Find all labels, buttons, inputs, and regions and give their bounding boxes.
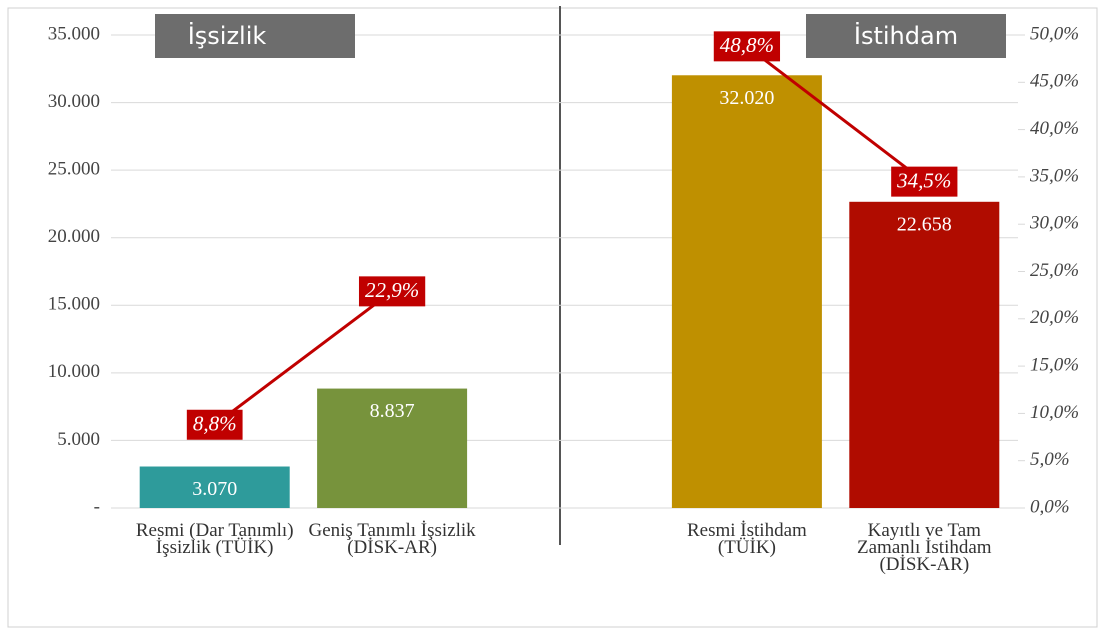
x-tick-label: Resmi (Dar Tanımlı) İşsizlik (TÜİK)	[135, 520, 294, 558]
bar-value-label: 22.658	[897, 213, 952, 235]
line-label-group: 48,8%	[713, 31, 781, 62]
y-tick-label: 10.000	[48, 361, 100, 382]
group-header-box	[806, 14, 1006, 58]
y-tick-label: 30.000	[48, 91, 100, 112]
y2-tick-label: 45,0%	[1030, 71, 1079, 92]
line-label-box	[891, 166, 958, 197]
line-label-box	[186, 409, 243, 440]
bar-value-label: 8.837	[370, 400, 415, 422]
bar	[849, 201, 1000, 508]
y-tick-label: 35.000	[48, 23, 100, 44]
y-tick-label: 15.000	[48, 294, 100, 315]
group-header: İşsizlik	[188, 21, 267, 50]
bar	[317, 388, 468, 508]
y2-tick-label: 10,0%	[1030, 402, 1079, 423]
y2-tick-label: 0,0%	[1030, 496, 1070, 517]
y-tick-label: -	[94, 496, 100, 517]
line-value-label: 8,8%	[193, 412, 237, 436]
y2-tick-label: 30,0%	[1029, 213, 1079, 234]
chart-border	[7, 7, 1098, 628]
y2-tick-label: 50,0%	[1030, 23, 1079, 44]
x-tick-label: Kayıtlı ve Tam Zamanlı İstihdam (DİSK-AR…	[857, 520, 992, 575]
bar-value-label: 3.070	[192, 478, 237, 500]
line-label-group: 22,9%	[358, 276, 426, 307]
line-label-group: 8,8%	[186, 409, 243, 440]
bar-value-label: 32.020	[719, 87, 774, 109]
bar	[671, 75, 822, 508]
line-value-label: 48,8%	[720, 33, 774, 57]
y-tick-label: 20.000	[48, 226, 100, 247]
x-tick-label: Resmi İstihdam (TÜİK)	[686, 520, 807, 558]
line-value-label: 34,5%	[896, 168, 951, 192]
bar	[139, 466, 290, 508]
line-label-box	[358, 276, 426, 307]
y2-tick-label: 15,0%	[1030, 354, 1079, 375]
y2-tick-label: 25,0%	[1030, 260, 1079, 281]
group-header-box	[155, 14, 355, 58]
line-label-group: 34,5%	[891, 166, 958, 197]
x-tick-label: Geniş Tanımlı İşsizlik (DİSK-AR)	[308, 520, 476, 558]
group-header: İstihdam	[854, 21, 958, 50]
line-value-label: 22,9%	[365, 278, 419, 302]
y-tick-label: 5.000	[57, 429, 100, 450]
y-tick-label: 25.000	[48, 159, 100, 180]
y2-tick-label: 40,0%	[1030, 118, 1079, 139]
line-label-box	[713, 31, 781, 62]
y2-tick-label: 5,0%	[1030, 449, 1070, 470]
y2-tick-label: 35,0%	[1029, 165, 1079, 186]
y2-tick-label: 20,0%	[1030, 307, 1079, 328]
line	[213, 45, 926, 426]
